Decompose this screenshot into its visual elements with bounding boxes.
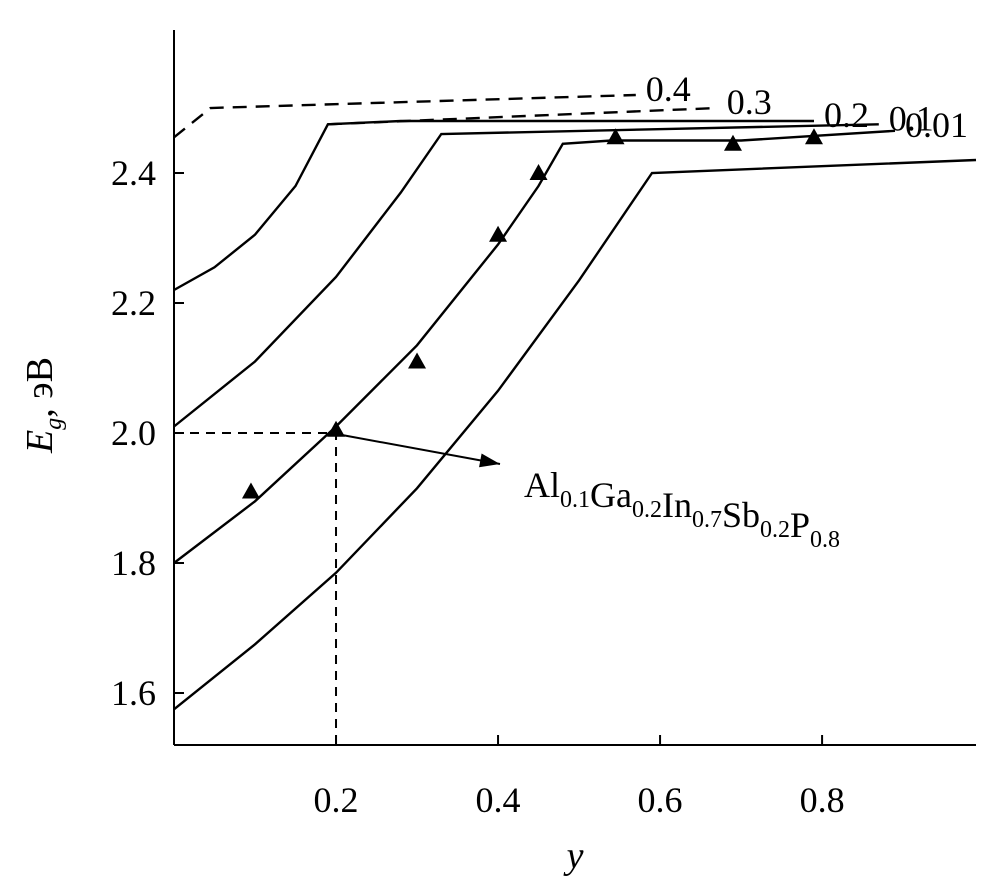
annotation-arrow-head [479, 453, 500, 468]
y-axis-title: Eg, эВ [19, 357, 67, 454]
x-axis-title: y [563, 835, 584, 877]
formula-subscript: 0.2 [760, 517, 790, 543]
formula-subscript: 0.1 [560, 487, 590, 513]
series-line-0.01 [173, 129, 896, 564]
formula-element: P [790, 505, 810, 545]
x-tick-label: 0.8 [800, 780, 845, 820]
series-line-0.2 [173, 119, 814, 292]
formula-element: In [662, 485, 692, 525]
data-point-triangle [327, 420, 346, 437]
formula-subscript: 0.8 [810, 527, 840, 553]
y-axis-subscript: g [41, 418, 67, 430]
guide-lines [174, 432, 338, 745]
formula-element: Ga [590, 475, 632, 515]
series-line-0.3 [327, 106, 717, 126]
x-tick-label: 0.2 [314, 780, 359, 820]
data-point-triangle [606, 128, 625, 145]
y-axis-symbol: E [19, 430, 61, 454]
x-tick-label: 0.6 [638, 780, 683, 820]
series-label: 0.3 [727, 82, 772, 122]
series-label: 0.1 [889, 98, 934, 138]
series-label: 0.01 [905, 105, 968, 145]
y-tick-label: 2.4 [111, 153, 156, 193]
annotation-arrow-shaft [341, 434, 501, 465]
y-tick-label: 2.2 [111, 283, 156, 323]
y-axis-unit: , эВ [19, 357, 61, 418]
y-tick-label: 1.6 [111, 673, 156, 713]
data-point-triangle [723, 134, 742, 151]
series-line-unlabeled [173, 158, 977, 711]
data-point-triangle [489, 225, 508, 242]
data-point-triangle [408, 352, 427, 369]
x-tick-label: 0.4 [476, 780, 521, 820]
annotation-formula: Al0.1Ga0.2In0.7Sb0.2P0.8 [524, 465, 840, 553]
formula-subscript: 0.2 [632, 497, 662, 523]
data-point-triangle [529, 164, 548, 180]
data-point-triangle [804, 128, 823, 145]
axes: 0.2 0.4 0.6 0.8 1.6 1.8 2.0 2.2 2.4 [111, 30, 976, 820]
series-label: 0.4 [646, 69, 691, 109]
formula-element: Al [524, 465, 560, 505]
series-line-0.4 [173, 93, 636, 139]
series-line-0.1 [173, 123, 879, 428]
y-tick-label: 2.0 [111, 413, 156, 453]
formula-subscript: 0.7 [692, 507, 722, 533]
series-label: 0.2 [824, 95, 869, 135]
formula-element: Sb [722, 495, 760, 535]
y-tick-label: 1.8 [111, 543, 156, 583]
data-point-triangle [241, 482, 260, 499]
